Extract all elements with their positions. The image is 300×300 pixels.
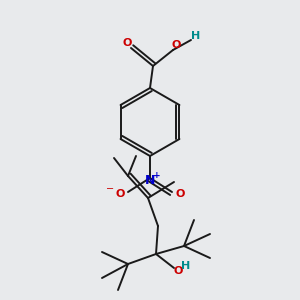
Text: O: O bbox=[122, 38, 132, 48]
Text: N: N bbox=[145, 175, 155, 188]
Text: O: O bbox=[175, 189, 185, 199]
Text: +: + bbox=[153, 170, 161, 179]
Text: O: O bbox=[171, 40, 181, 50]
Text: H: H bbox=[182, 261, 190, 271]
Text: H: H bbox=[191, 31, 201, 41]
Text: O: O bbox=[173, 266, 183, 276]
Text: −: − bbox=[106, 184, 114, 194]
Text: O: O bbox=[115, 189, 125, 199]
